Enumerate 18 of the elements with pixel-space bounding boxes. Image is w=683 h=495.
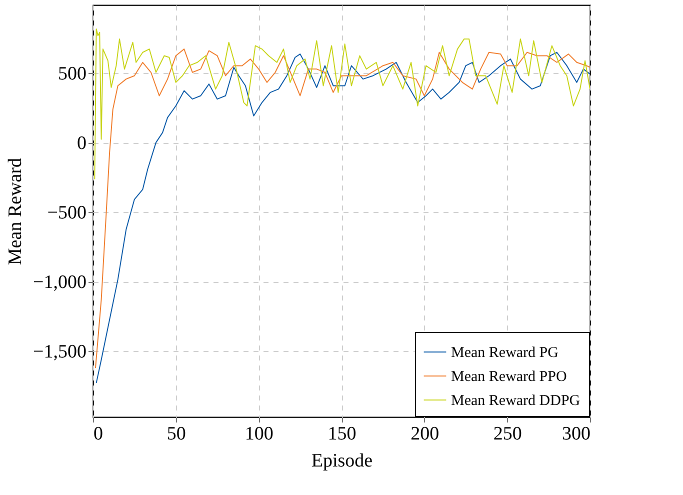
x-axis-title: Episode <box>311 450 373 472</box>
y-tick-label: 500 <box>58 64 86 85</box>
x-tick-label: 100 <box>244 424 274 444</box>
y-axis-title: Mean Reward <box>5 157 26 266</box>
legend-label: Mean Reward PG <box>451 345 559 361</box>
x-tick-label: 200 <box>410 424 440 444</box>
y-tick-label: −1,500 <box>33 341 86 362</box>
y-tick-label: −500 <box>47 202 86 224</box>
legend-label: Mean Reward PPO <box>451 369 567 385</box>
y-tick-label: −1,000 <box>33 272 86 294</box>
y-tick-label: 0 <box>77 133 86 154</box>
x-tick-label: 50 <box>166 424 186 444</box>
legend-label: Mean Reward DDPG <box>451 393 580 409</box>
x-tick-label: 0 <box>94 424 103 444</box>
x-tick-label: 250 <box>493 424 522 444</box>
line-series <box>94 28 590 180</box>
x-tick-label: 150 <box>328 424 356 444</box>
x-tick-label: 300 <box>562 424 590 444</box>
